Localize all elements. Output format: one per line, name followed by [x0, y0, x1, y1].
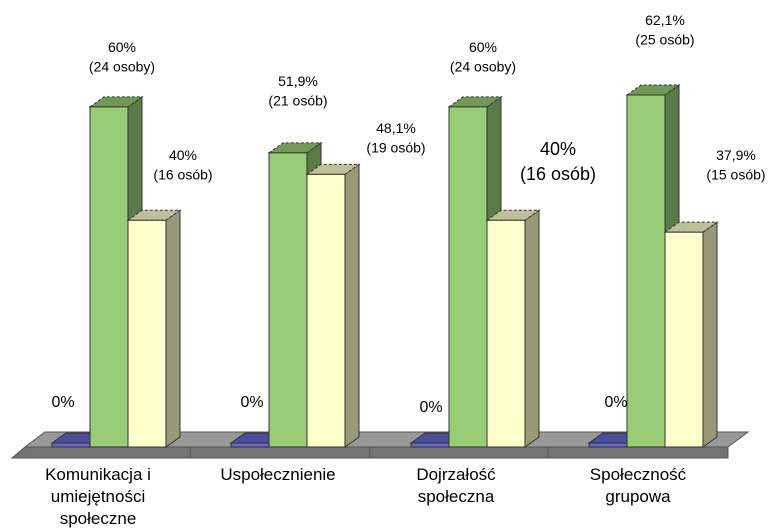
data-label-2-4: 62,1% (25 osób): [635, 12, 694, 48]
data-label-2-3: 60% (24 osoby): [450, 39, 516, 75]
data-label-1-3: 0%: [419, 399, 442, 416]
category-label-3: Dojrzałość społeczna: [416, 465, 496, 506]
category-label-1: Komunikacja i umiejętności społeczne: [45, 465, 151, 528]
data-label-2-1: 60% (24 osoby): [89, 39, 155, 75]
data-label-2-2: 51,9% (21 osób): [268, 73, 327, 109]
data-label-1-1: 0%: [51, 394, 74, 411]
data-label-3-3: 40% (16 osób): [520, 139, 596, 184]
bar-3-3: [485, 209, 541, 448]
data-label-3-4: 37,9% (15 osób): [706, 147, 765, 183]
bar-3-4: [663, 221, 719, 448]
bar-3-2: [305, 163, 361, 448]
data-label-1-2: 0%: [240, 394, 263, 411]
data-label-3-1: 40% (16 osób): [153, 147, 212, 183]
data-label-1-4: 0%: [604, 394, 627, 411]
category-label-4: Społeczność grupowa: [590, 465, 687, 506]
data-label-3-2: 48,1% (19 osób): [366, 120, 425, 156]
category-label-2: Uspołecznienie: [220, 465, 335, 484]
bar-3-1: [126, 209, 182, 448]
